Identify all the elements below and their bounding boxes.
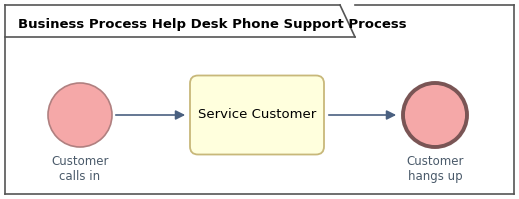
Text: Service Customer: Service Customer	[198, 108, 316, 122]
FancyBboxPatch shape	[190, 75, 324, 154]
Circle shape	[403, 83, 467, 147]
Text: Customer
calls in: Customer calls in	[51, 155, 109, 183]
FancyArrowPatch shape	[116, 111, 183, 119]
Circle shape	[48, 83, 112, 147]
Text: Business Process Help Desk Phone Support Process: Business Process Help Desk Phone Support…	[18, 18, 406, 31]
Text: Customer
hangs up: Customer hangs up	[406, 155, 464, 183]
FancyArrowPatch shape	[329, 111, 394, 119]
